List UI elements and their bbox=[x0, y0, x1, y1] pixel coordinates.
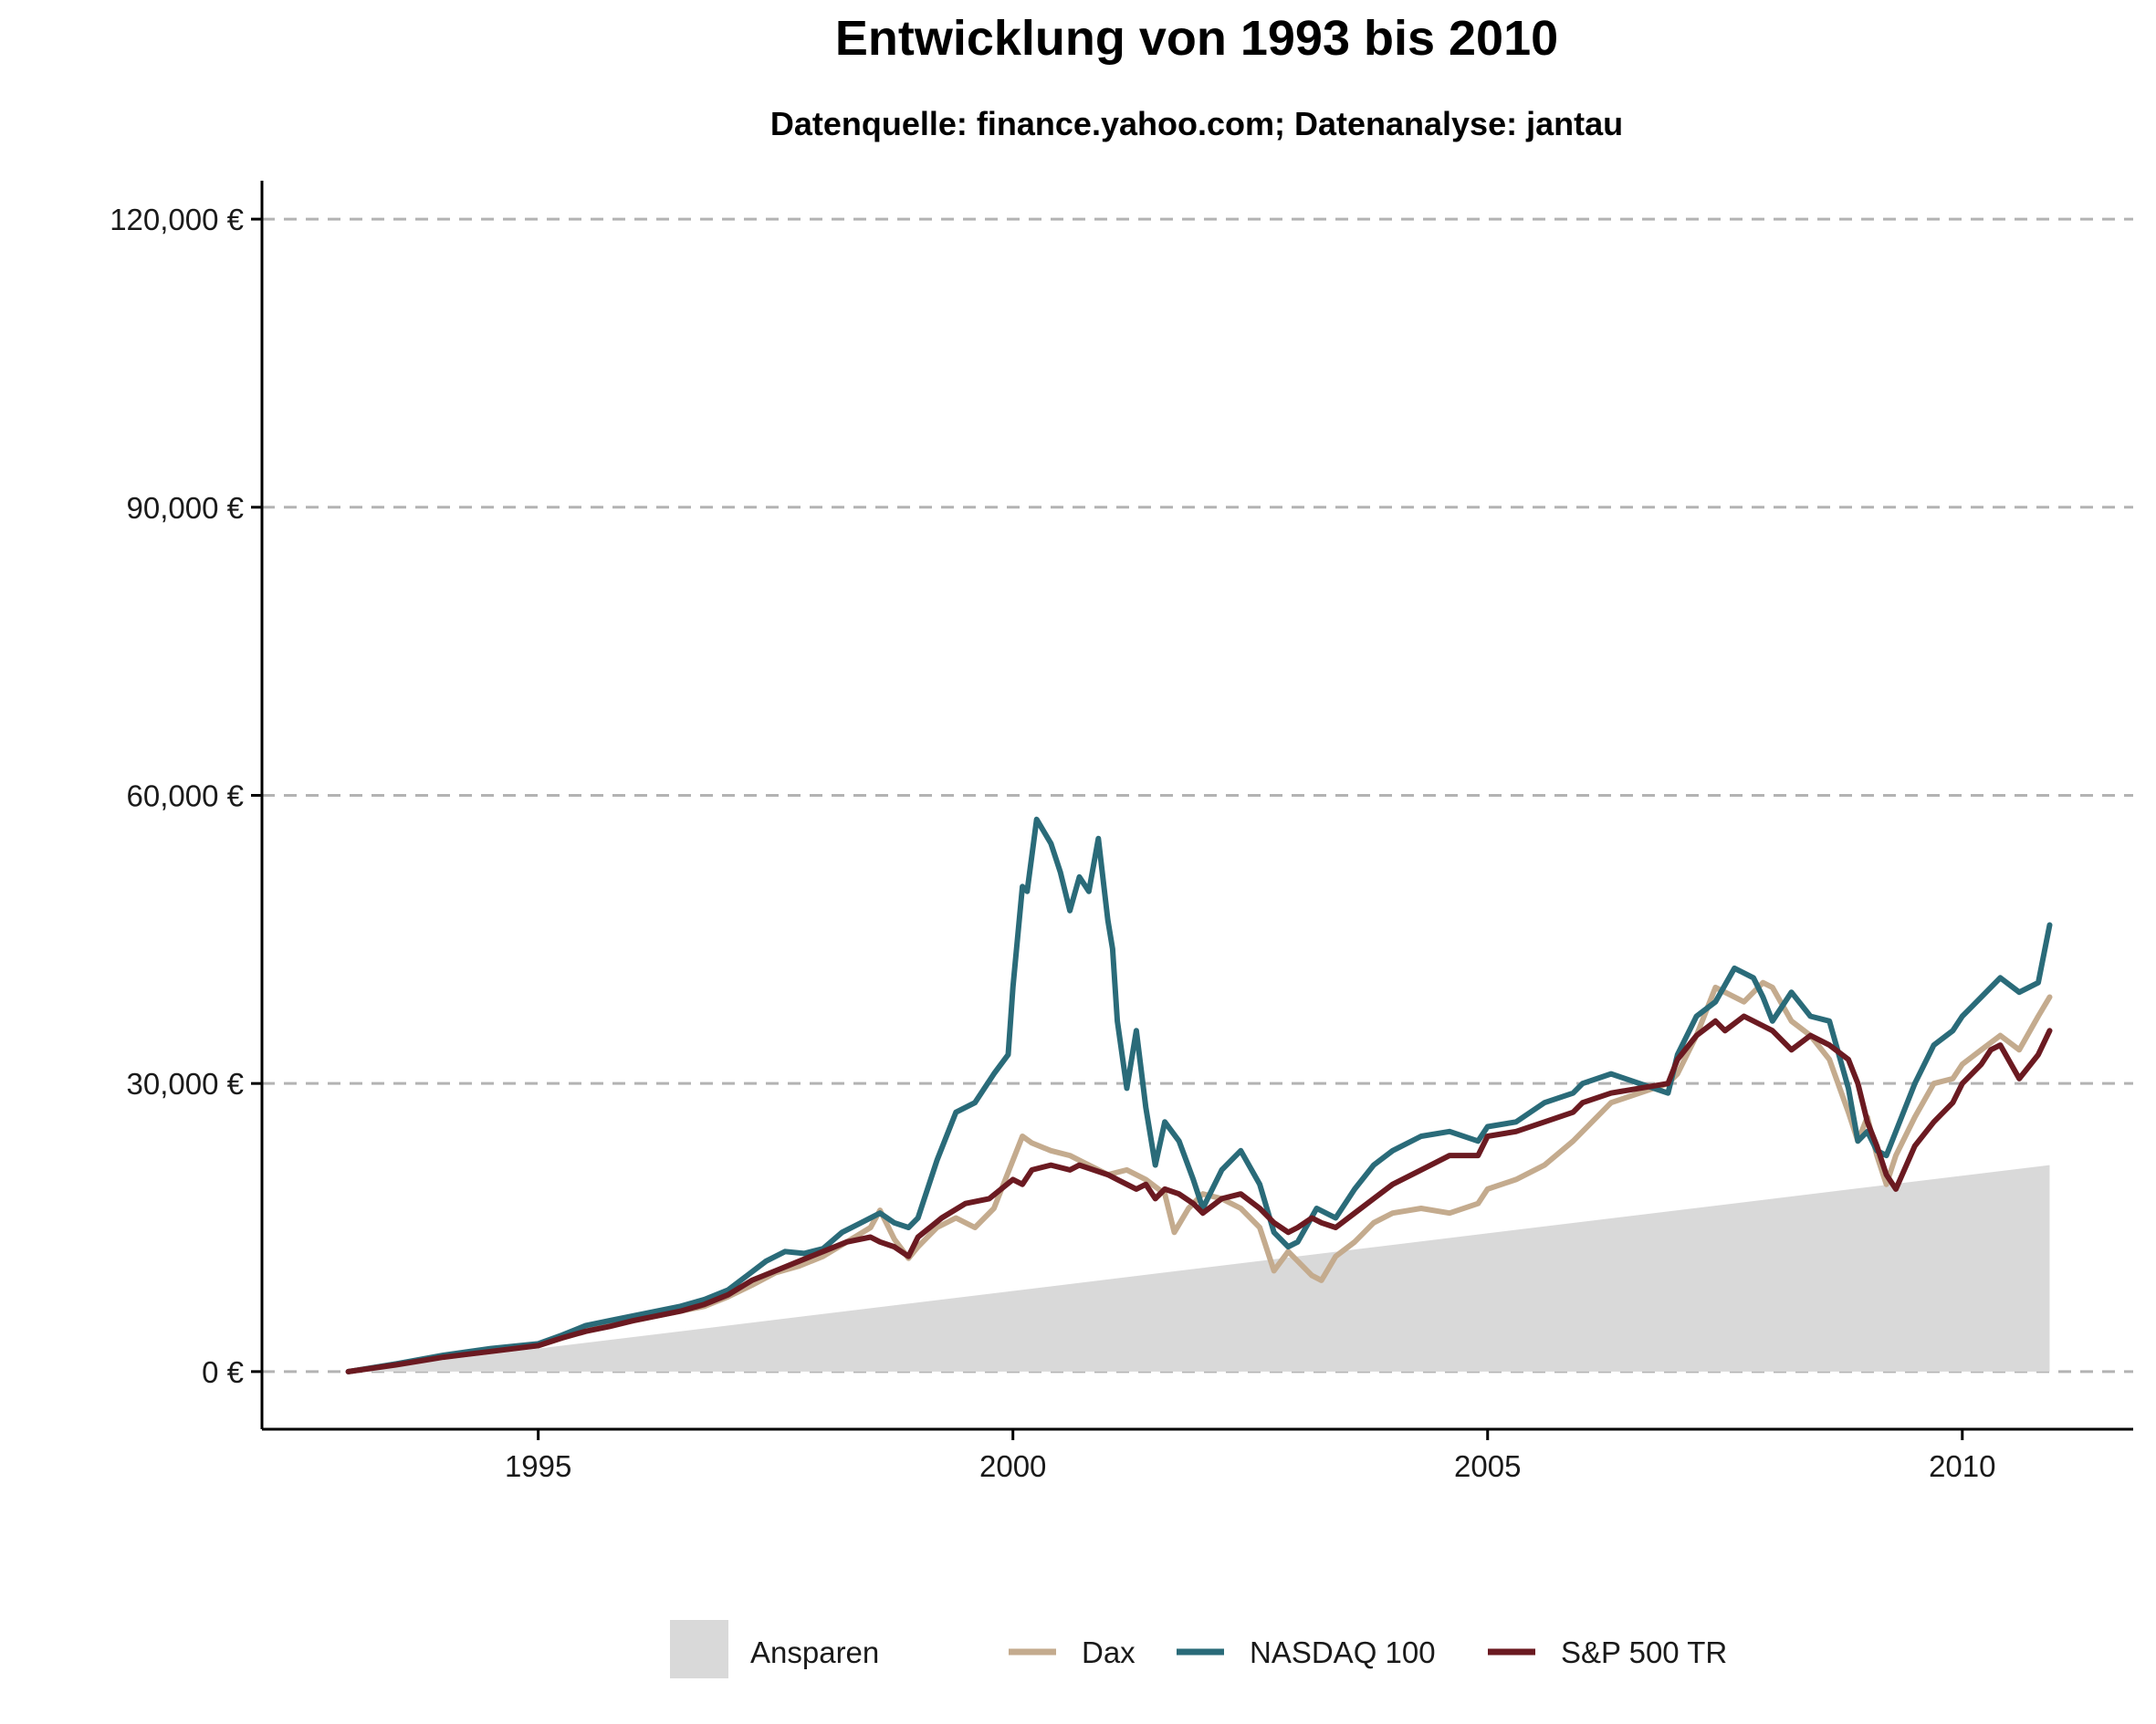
axes: 0 € 30,000 € 60,000 € 90,000 € 120,000 € 1995… bbox=[110, 181, 2133, 1483]
legend-label-0: Dax bbox=[1082, 1635, 1136, 1669]
legend-label-ansparen: Ansparen bbox=[750, 1635, 879, 1669]
legend-swatch-ansparen bbox=[670, 1620, 728, 1678]
series-line-1 bbox=[345, 816, 2053, 1374]
legend-label-1: NASDAQ 100 bbox=[1250, 1635, 1436, 1669]
chart-subtitle: Datenquelle: finance.yahoo.com; Datenana… bbox=[770, 105, 1623, 142]
series-line-0 bbox=[345, 979, 2053, 1374]
legend-label-2: S&P 500 TR bbox=[1561, 1635, 1727, 1669]
y-tick-label-1: 30,000 € bbox=[127, 1067, 244, 1101]
chart-title: Entwicklung von 1993 bis 2010 bbox=[835, 11, 1558, 66]
series-line-2 bbox=[345, 1013, 2053, 1374]
series-layer bbox=[345, 816, 2053, 1374]
y-tick-label-0: 0 € bbox=[202, 1355, 244, 1389]
y-tick-label-3: 90,000 € bbox=[127, 491, 244, 525]
area-ansparen bbox=[348, 1165, 2050, 1372]
legend: Ansparen Dax NASDAQ 100 S&P 500 TR bbox=[670, 1620, 1727, 1678]
y-tick-label-4: 120,000 € bbox=[110, 203, 244, 236]
area-layer bbox=[348, 1165, 2050, 1372]
x-tick-label-0: 1995 bbox=[505, 1449, 571, 1483]
y-tick-label-2: 60,000 € bbox=[127, 778, 244, 812]
x-tick-label-2: 2005 bbox=[1454, 1449, 1521, 1483]
x-tick-label-3: 2010 bbox=[1929, 1449, 1995, 1483]
x-tick-label-1: 2000 bbox=[979, 1449, 1046, 1483]
